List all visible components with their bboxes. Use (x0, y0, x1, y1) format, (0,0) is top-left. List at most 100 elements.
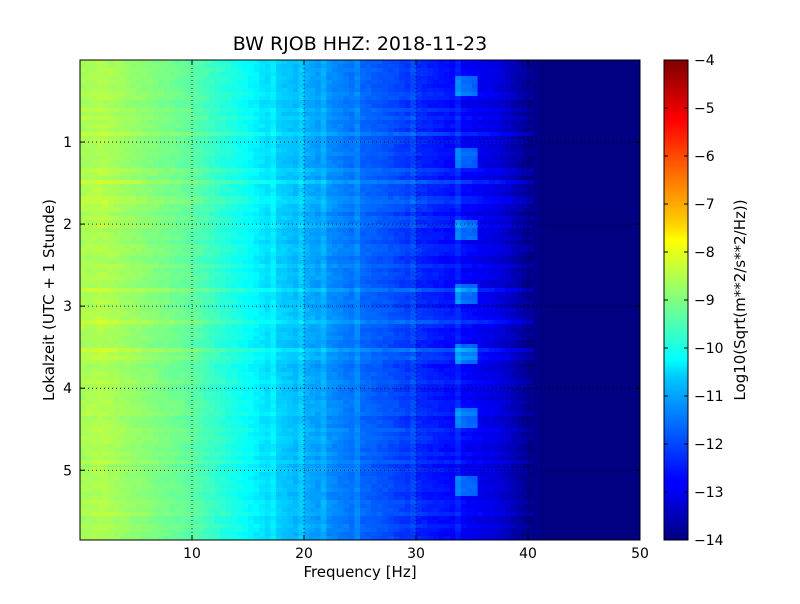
heatmap-cell (96, 192, 103, 197)
heatmap-cell (96, 92, 103, 97)
heatmap-cell (421, 92, 428, 97)
heatmap-cell (617, 156, 624, 161)
heatmap-cell (180, 216, 187, 221)
heatmap-cell (197, 228, 204, 233)
heatmap-cell (281, 240, 288, 245)
heatmap-cell (113, 196, 120, 201)
heatmap-cell (399, 92, 406, 97)
heatmap-cell (337, 96, 344, 101)
heatmap-cell (589, 108, 596, 113)
heatmap-cell (180, 248, 187, 253)
heatmap-cell (270, 100, 277, 105)
heatmap-cell (595, 232, 602, 237)
heatmap-cell (231, 176, 238, 181)
heatmap-cell (365, 204, 372, 209)
heatmap-cell (427, 188, 434, 193)
heatmap-cell (147, 224, 154, 229)
heatmap-cell (315, 180, 322, 185)
heatmap-cell (208, 96, 215, 101)
heatmap-cell (85, 172, 92, 177)
heatmap-cell (612, 228, 619, 233)
heatmap-cell (556, 236, 563, 241)
heatmap-cell (236, 60, 243, 65)
heatmap-cell (281, 96, 288, 101)
heatmap-cell (309, 88, 316, 93)
heatmap-cell (304, 252, 311, 257)
heatmap-cell (152, 92, 159, 97)
heatmap-cell (180, 184, 187, 189)
heatmap-cell (533, 224, 540, 229)
heatmap-cell (360, 92, 367, 97)
heatmap-cell (595, 216, 602, 221)
heatmap-cell (388, 188, 395, 193)
heatmap-cell (208, 100, 215, 105)
heatmap-cell (208, 252, 215, 257)
heatmap-cell (113, 232, 120, 237)
heatmap-cell (623, 188, 630, 193)
heatmap-cell (197, 80, 204, 85)
heatmap-cell (214, 200, 221, 205)
heatmap-cell (388, 64, 395, 69)
heatmap-cell (298, 72, 305, 77)
heatmap-cell (91, 100, 98, 105)
heatmap-cell (242, 152, 249, 157)
heatmap-cell (180, 88, 187, 93)
heatmap-cell (472, 200, 479, 205)
heatmap-cell (348, 136, 355, 141)
heatmap-cell (136, 84, 143, 89)
heatmap-cell (421, 68, 428, 73)
heatmap-cell (348, 152, 355, 157)
heatmap-cell (264, 208, 271, 213)
heatmap-cell (208, 224, 215, 229)
heatmap-cell (264, 96, 271, 101)
heatmap-cell (589, 188, 596, 193)
heatmap-cell (416, 188, 423, 193)
heatmap-cell (393, 200, 400, 205)
heatmap-cell (494, 136, 501, 141)
heatmap-cell (102, 80, 109, 85)
heatmap-cell (248, 164, 255, 169)
heatmap-cell (455, 252, 462, 257)
heatmap-cell (528, 152, 535, 157)
heatmap-cell (444, 184, 451, 189)
heatmap-cell (180, 232, 187, 237)
heatmap-cell (528, 184, 535, 189)
heatmap-cell (102, 196, 109, 201)
heatmap-cell (595, 60, 602, 65)
heatmap-cell (522, 80, 529, 85)
heatmap-cell (253, 216, 260, 221)
heatmap-cell (332, 104, 339, 109)
heatmap-cell (85, 256, 92, 261)
heatmap-cell (287, 144, 294, 149)
heatmap-cell (248, 184, 255, 189)
heatmap-cell (567, 196, 574, 201)
heatmap-cell (410, 224, 417, 229)
heatmap-cell (136, 172, 143, 177)
heatmap-cell (175, 116, 182, 121)
heatmap-cell (315, 188, 322, 193)
heatmap-cell (584, 224, 591, 229)
heatmap-cell (494, 100, 501, 105)
heatmap-cell (231, 144, 238, 149)
heatmap-cell (393, 164, 400, 169)
heatmap-cell (119, 172, 126, 177)
heatmap-cell (158, 116, 165, 121)
heatmap-cell (444, 240, 451, 245)
heatmap-cell (203, 76, 210, 81)
heatmap-cell (634, 240, 640, 245)
heatmap-cell (242, 80, 249, 85)
heatmap-cell (533, 256, 540, 261)
heatmap-cell (175, 72, 182, 77)
heatmap-cell (628, 84, 635, 89)
heatmap-cell (225, 96, 232, 101)
heatmap-cell (203, 228, 210, 233)
heatmap-cell (432, 232, 439, 237)
heatmap-cell (85, 228, 92, 233)
heatmap-cell (102, 92, 109, 97)
heatmap-cell (634, 132, 640, 137)
heatmap-cell (522, 224, 529, 229)
heatmap-cell (606, 228, 613, 233)
heatmap-cell (326, 152, 333, 157)
heatmap-cell (337, 228, 344, 233)
heatmap-cell (567, 80, 574, 85)
